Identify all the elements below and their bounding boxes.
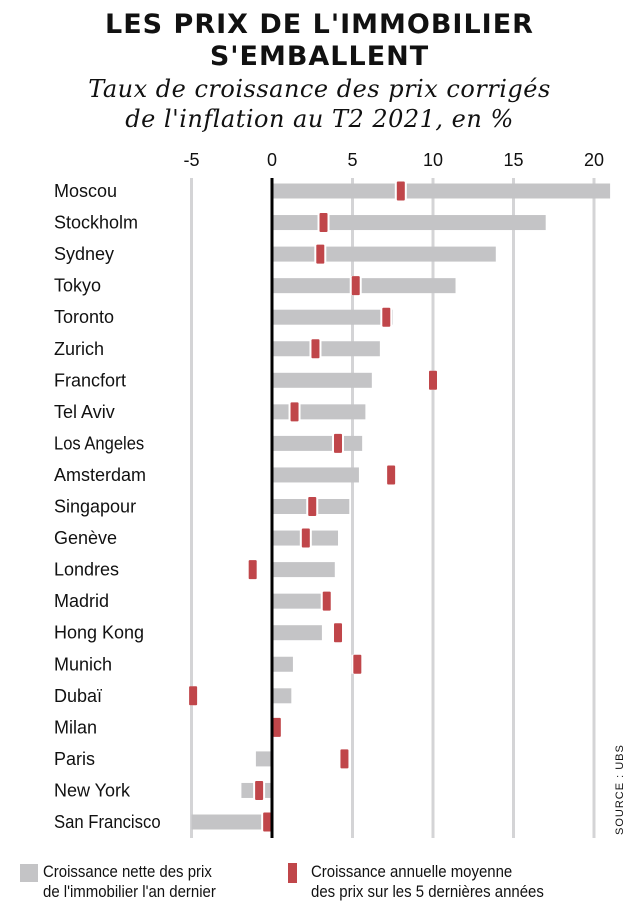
legend-item-net-growth: Croissance nette des prix de l'immobilie… (20, 862, 239, 902)
marker-avg-growth (334, 623, 343, 643)
x-tick-label: 0 (267, 150, 277, 170)
legend-swatch-marker (288, 863, 297, 883)
marker-avg-growth (340, 749, 349, 769)
category-label: Stockholm (54, 213, 138, 233)
category-label: Genève (54, 528, 117, 548)
legend-item-avg-growth: Croissance annuelle moyenne des prix sur… (288, 862, 576, 902)
chart-title-line1: LES PRIX DE L'IMMOBILIER (105, 9, 534, 40)
marker-avg-growth (322, 591, 331, 611)
category-label: Toronto (54, 307, 114, 327)
category-label: Milan (54, 717, 97, 737)
bar-net-growth (272, 562, 335, 578)
marker-avg-growth (353, 654, 362, 674)
chart-subtitle-line2: de l'inflation au T2 2021, en % (125, 105, 514, 133)
category-label: Tokyo (54, 276, 101, 296)
marker-avg-growth (255, 780, 264, 800)
category-label: New York (54, 780, 131, 800)
category-label: Madrid (54, 591, 109, 611)
bar-net-growth (272, 688, 292, 704)
marker-avg-growth (387, 465, 396, 485)
marker-avg-growth (319, 213, 328, 233)
marker-avg-growth (316, 244, 325, 264)
marker-avg-growth (334, 433, 343, 453)
marker-avg-growth (382, 307, 391, 327)
category-label: Tel Aviv (54, 402, 115, 422)
marker-avg-growth (311, 339, 320, 359)
x-tick-label: 15 (503, 150, 523, 170)
bar-net-growth (272, 278, 456, 294)
bar-net-growth (272, 183, 611, 199)
chart-title-line2: S'EMBALLENT (209, 41, 430, 72)
marker-avg-growth (248, 560, 257, 580)
marker-avg-growth (351, 276, 360, 296)
bar-net-growth (272, 341, 380, 357)
category-label: Londres (54, 560, 119, 580)
category-label: Francfort (54, 370, 126, 390)
marker-avg-growth (272, 717, 281, 737)
category-label: Singapour (54, 497, 136, 517)
marker-avg-growth (263, 812, 272, 832)
bar-net-growth (272, 246, 496, 262)
legend-net-line2: de l'immobilier l'an dernier (43, 882, 216, 901)
category-label: Zurich (54, 339, 104, 359)
bar-net-growth (272, 593, 327, 609)
bar-net-growth (191, 814, 272, 830)
x-tick-label: 20 (584, 150, 604, 170)
x-tick-label: -5 (183, 150, 199, 170)
category-label: Los Angeles (54, 433, 144, 453)
bar-net-growth (272, 309, 393, 325)
marker-avg-growth (301, 528, 310, 548)
category-label: Sydney (54, 244, 114, 264)
chart-subtitle-line1: Taux de croissance des prix corrigés (88, 75, 551, 103)
category-label: Moscou (54, 181, 117, 201)
bar-net-growth (272, 435, 363, 451)
bar-net-growth (272, 625, 322, 641)
marker-avg-growth (308, 497, 317, 516)
x-tick-label: 10 (423, 150, 443, 170)
bar-net-growth (272, 656, 293, 672)
category-label: Amsterdam (54, 465, 146, 485)
category-label: Munich (54, 654, 112, 674)
source-label: SOURCE : UBS (614, 744, 626, 835)
marker-avg-growth (429, 370, 437, 390)
bar-net-growth (272, 404, 366, 420)
category-label: Paris (54, 749, 95, 769)
x-tick-label: 5 (347, 150, 357, 170)
bar-net-growth (272, 372, 372, 388)
marker-avg-growth (290, 402, 299, 422)
bar-net-growth (272, 467, 359, 483)
legend-avg-line1: Croissance annuelle moyenne (311, 862, 513, 881)
category-label: San Francisco (54, 812, 161, 832)
marker-avg-growth (189, 686, 198, 706)
marker-avg-growth (396, 181, 405, 201)
legend-swatch-bar (20, 864, 38, 882)
category-label: Hong Kong (54, 623, 144, 643)
category-label: Dubaï (54, 686, 102, 706)
bar-net-growth (255, 751, 272, 767)
bar-net-growth (272, 215, 546, 231)
legend-net-line1: Croissance nette des prix (43, 862, 212, 881)
legend-avg-line2: des prix sur les 5 dernières années (311, 882, 544, 901)
